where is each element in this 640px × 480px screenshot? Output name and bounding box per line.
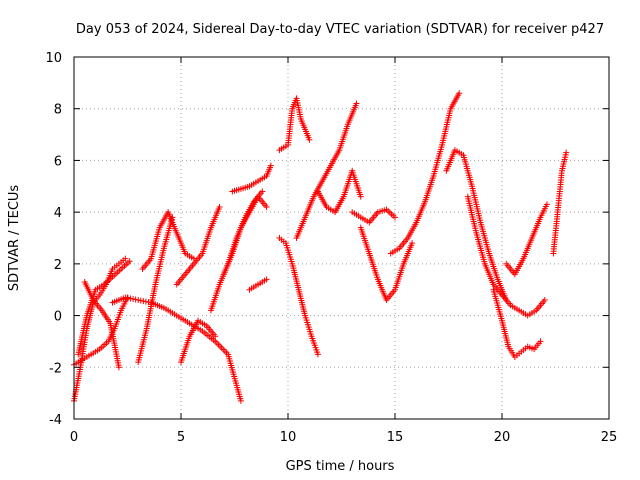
data-point-group	[229, 162, 274, 195]
data-point-group	[71, 294, 131, 368]
data-point-group	[220, 193, 270, 278]
data-point-group	[314, 167, 364, 216]
y-tick-label: 4	[54, 206, 62, 221]
series-sat-l	[246, 276, 270, 293]
series-sat-v	[464, 193, 548, 319]
series-sat-s	[357, 224, 416, 304]
data-point-group	[173, 203, 223, 288]
series-sat-w	[490, 286, 544, 360]
series-sat-g	[135, 214, 176, 366]
data-point-group	[109, 294, 244, 404]
x-axis-label: GPS time / hours	[286, 459, 395, 474]
series-sat-y	[550, 149, 570, 257]
series-sat-o	[276, 235, 321, 358]
series-sat-r	[349, 206, 398, 226]
series-sat-h	[173, 203, 223, 288]
y-tick-label: 6	[54, 154, 62, 169]
y-tick-label: 10	[45, 51, 62, 66]
data-point-group	[276, 95, 313, 154]
y-tick-label: -2	[49, 361, 62, 376]
data-point-group	[387, 90, 463, 257]
data-point-group	[178, 317, 219, 366]
data-point-group	[246, 276, 270, 293]
y-tick-label: 8	[54, 103, 62, 118]
series-sat-a	[71, 255, 129, 404]
x-tick-label: 20	[494, 430, 511, 445]
y-tick-label: -4	[49, 413, 62, 428]
x-tick-label: 10	[280, 430, 297, 445]
y-tick-labels: -4 -2 0 2 4 6 8 10	[45, 51, 62, 428]
series-sat-f	[139, 209, 197, 273]
data-point-group	[135, 214, 176, 366]
x-tick-label: 15	[387, 430, 404, 445]
data-point-group	[139, 209, 197, 273]
y-tick-label: 0	[54, 310, 62, 325]
data-point-group	[443, 147, 510, 304]
x-tick-label: 5	[177, 430, 185, 445]
y-tick-label: 2	[54, 258, 62, 273]
data-point-group	[550, 149, 570, 257]
y-axis-label: SDTVAR / TECUs	[7, 185, 22, 292]
data-point-group	[276, 235, 321, 358]
grid	[74, 57, 609, 419]
series-sat-q	[314, 167, 364, 216]
series-sat-m	[229, 162, 274, 195]
data-point-group	[503, 201, 550, 278]
data-point-group	[71, 255, 129, 404]
series-sat-t	[387, 90, 463, 257]
axis-ticks	[73, 56, 610, 420]
series-sat-p	[293, 100, 360, 241]
x-tick-labels: 0 5 10 15 20 25	[70, 430, 617, 445]
data-marks	[71, 90, 570, 404]
data-point-group	[349, 206, 398, 226]
chart-title: Day 053 of 2024, Sidereal Day-to-day VTE…	[76, 22, 604, 37]
data-point-group	[81, 278, 122, 371]
data-point-group	[490, 286, 544, 360]
series-sat-b	[71, 294, 131, 368]
data-point-group	[357, 224, 416, 304]
series-sat-u	[443, 147, 510, 304]
series-sat-n	[276, 95, 313, 154]
series-sat-i	[178, 317, 219, 366]
x-tick-label: 25	[601, 430, 618, 445]
data-point-group	[293, 100, 360, 241]
series-sat-x	[503, 201, 550, 278]
series-sat-d	[81, 278, 122, 371]
data-point-group	[464, 193, 548, 319]
x-tick-label: 0	[70, 430, 78, 445]
plot-frame	[73, 56, 610, 420]
series-sat-e	[109, 294, 244, 404]
series-sat-k	[220, 193, 270, 278]
